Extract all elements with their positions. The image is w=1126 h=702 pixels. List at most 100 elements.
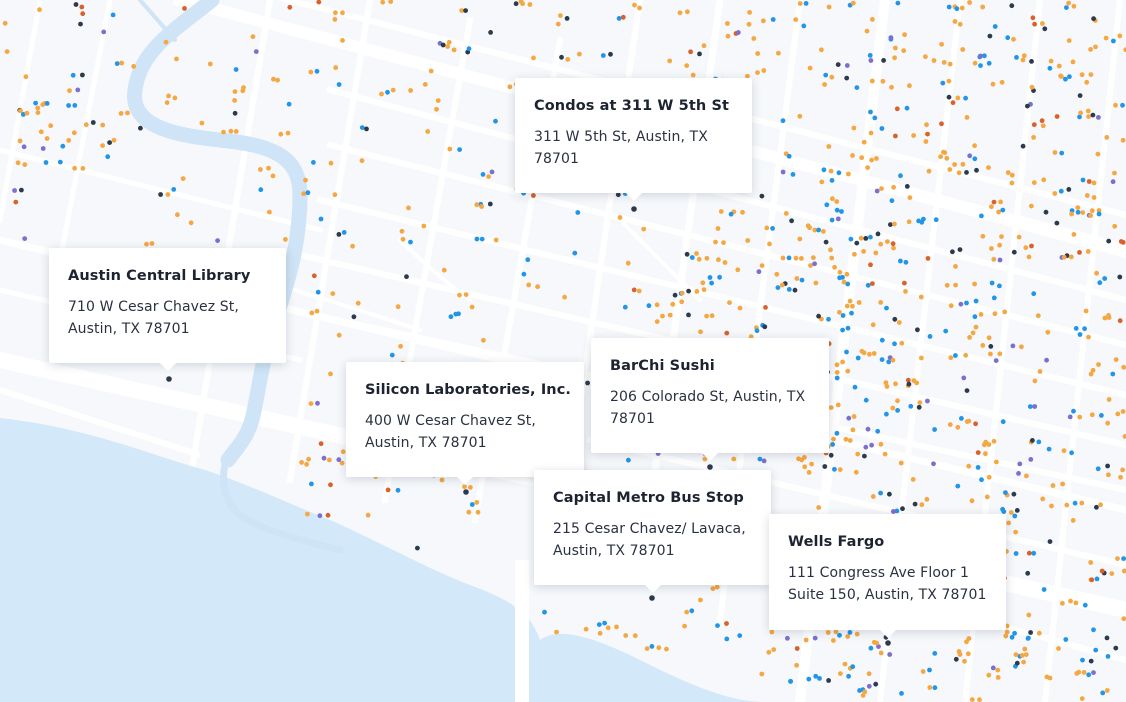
location-marker[interactable] — [789, 218, 794, 224]
location-marker[interactable] — [1077, 414, 1083, 420]
location-marker[interactable] — [172, 95, 178, 101]
location-marker[interactable] — [489, 169, 495, 175]
location-marker[interactable] — [100, 143, 105, 149]
location-marker[interactable] — [759, 263, 765, 268]
location-marker[interactable] — [1029, 243, 1034, 249]
location-marker[interactable] — [997, 242, 1002, 248]
location-marker[interactable] — [829, 255, 835, 261]
location-marker[interactable] — [919, 355, 924, 361]
location-marker[interactable] — [78, 21, 83, 27]
location-marker[interactable] — [955, 95, 961, 101]
location-marker[interactable] — [1021, 53, 1027, 59]
location-marker[interactable] — [845, 634, 851, 639]
location-marker[interactable] — [614, 624, 619, 630]
location-marker[interactable] — [466, 509, 472, 515]
location-marker[interactable] — [233, 67, 239, 72]
location-marker[interactable] — [861, 249, 866, 254]
location-marker[interactable] — [1088, 47, 1093, 52]
location-marker[interactable] — [258, 167, 263, 172]
location-marker[interactable] — [797, 236, 803, 242]
location-marker[interactable] — [180, 176, 186, 182]
location-marker[interactable] — [904, 105, 910, 111]
location-marker[interactable] — [1003, 633, 1009, 639]
location-marker[interactable] — [654, 302, 660, 308]
location-marker[interactable] — [997, 283, 1002, 289]
location-marker[interactable] — [1027, 404, 1033, 409]
location-marker[interactable] — [469, 304, 475, 310]
location-marker[interactable] — [1096, 115, 1101, 120]
location-marker[interactable] — [379, 91, 384, 97]
location-marker[interactable] — [138, 125, 143, 131]
location-marker[interactable] — [874, 188, 880, 194]
location-marker[interactable] — [1025, 570, 1031, 576]
location-marker[interactable] — [896, 320, 902, 325]
location-marker[interactable] — [879, 126, 885, 131]
location-marker[interactable] — [979, 477, 984, 483]
location-marker[interactable] — [43, 160, 49, 165]
location-marker[interactable] — [892, 341, 897, 347]
location-marker[interactable] — [1086, 334, 1091, 340]
location-marker[interactable] — [531, 193, 536, 198]
location-marker[interactable] — [696, 256, 702, 262]
location-marker[interactable] — [306, 456, 311, 462]
location-marker[interactable] — [309, 481, 314, 487]
location-marker[interactable] — [457, 292, 462, 298]
location-marker[interactable] — [990, 665, 996, 671]
location-marker[interactable] — [755, 51, 761, 56]
location-marker[interactable] — [330, 291, 336, 296]
location-marker[interactable] — [1080, 210, 1086, 216]
location-marker[interactable] — [285, 130, 291, 136]
location-marker[interactable] — [854, 240, 860, 246]
location-marker[interactable] — [518, 0, 524, 4]
location-marker[interactable] — [48, 123, 54, 129]
location-marker[interactable] — [952, 19, 958, 24]
location-marker[interactable] — [90, 120, 96, 125]
location-marker[interactable] — [786, 287, 792, 292]
location-marker[interactable] — [1120, 137, 1126, 143]
location-marker[interactable] — [1117, 33, 1123, 39]
location-marker[interactable] — [837, 632, 842, 638]
location-marker[interactable] — [826, 678, 831, 683]
location-marker[interactable] — [964, 300, 969, 306]
location-marker[interactable] — [555, 21, 561, 27]
location-marker[interactable] — [596, 622, 602, 627]
location-marker[interactable] — [797, 113, 803, 119]
location-marker[interactable] — [688, 49, 693, 55]
location-marker[interactable] — [698, 597, 703, 603]
location-marker[interactable] — [803, 1, 809, 6]
location-marker[interactable] — [809, 461, 814, 467]
location-marker[interactable] — [865, 165, 870, 171]
location-marker[interactable] — [980, 343, 986, 348]
location-marker[interactable] — [428, 68, 434, 74]
location-marker[interactable] — [1085, 108, 1091, 114]
location-marker[interactable] — [1088, 213, 1093, 218]
location-marker[interactable] — [892, 55, 897, 61]
location-marker[interactable] — [704, 313, 709, 319]
location-marker[interactable] — [873, 681, 879, 687]
place-card-barchi-sushi[interactable]: BarChi Sushi 206 Colorado St, Austin, TX… — [591, 338, 829, 461]
location-marker[interactable] — [855, 355, 861, 361]
location-marker[interactable] — [340, 10, 345, 16]
location-marker[interactable] — [874, 156, 879, 161]
location-marker[interactable] — [1118, 239, 1124, 244]
location-marker[interactable] — [895, 0, 901, 6]
location-marker[interactable] — [991, 256, 997, 262]
location-marker[interactable] — [40, 102, 46, 107]
location-marker[interactable] — [679, 290, 685, 296]
location-marker[interactable] — [1024, 473, 1029, 479]
location-marker[interactable] — [961, 375, 967, 381]
location-marker[interactable] — [270, 173, 276, 179]
location-marker[interactable] — [328, 482, 333, 488]
location-marker[interactable] — [1120, 467, 1125, 473]
location-marker[interactable] — [1017, 461, 1023, 467]
location-marker[interactable] — [950, 100, 956, 106]
location-marker[interactable] — [981, 442, 987, 448]
location-marker[interactable] — [806, 470, 812, 475]
location-marker[interactable] — [978, 63, 983, 68]
location-marker[interactable] — [1041, 177, 1047, 183]
location-marker[interactable] — [72, 103, 78, 108]
location-marker[interactable] — [299, 460, 304, 465]
location-marker[interactable] — [850, 303, 855, 309]
location-marker[interactable] — [967, 153, 973, 159]
location-marker[interactable] — [967, 335, 972, 340]
